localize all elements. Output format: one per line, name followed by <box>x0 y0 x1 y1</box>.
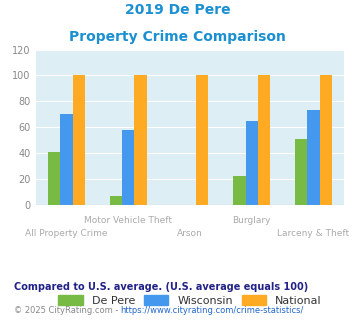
Text: All Property Crime: All Property Crime <box>25 229 108 238</box>
Text: Property Crime Comparison: Property Crime Comparison <box>69 30 286 44</box>
Legend: De Pere, Wisconsin, National: De Pere, Wisconsin, National <box>54 291 326 311</box>
Bar <box>110 196 122 205</box>
Bar <box>258 75 270 205</box>
Text: https://www.cityrating.com/crime-statistics/: https://www.cityrating.com/crime-statist… <box>121 306 304 315</box>
Bar <box>246 120 258 205</box>
Text: Larceny & Theft: Larceny & Theft <box>277 229 350 238</box>
Bar <box>122 130 134 205</box>
Text: Compared to U.S. average. (U.S. average equals 100): Compared to U.S. average. (U.S. average … <box>14 282 308 292</box>
Bar <box>295 139 307 205</box>
Bar <box>307 110 320 205</box>
Bar <box>320 75 332 205</box>
Bar <box>196 75 208 205</box>
Text: Arson: Arson <box>177 229 203 238</box>
Text: Burglary: Burglary <box>233 216 271 225</box>
Bar <box>72 75 85 205</box>
Bar <box>60 114 72 205</box>
Text: Motor Vehicle Theft: Motor Vehicle Theft <box>84 216 172 225</box>
Bar <box>48 151 60 205</box>
Text: 2019 De Pere: 2019 De Pere <box>125 3 230 17</box>
Bar <box>233 176 246 205</box>
Bar <box>134 75 147 205</box>
Text: © 2025 CityRating.com -: © 2025 CityRating.com - <box>14 306 121 315</box>
